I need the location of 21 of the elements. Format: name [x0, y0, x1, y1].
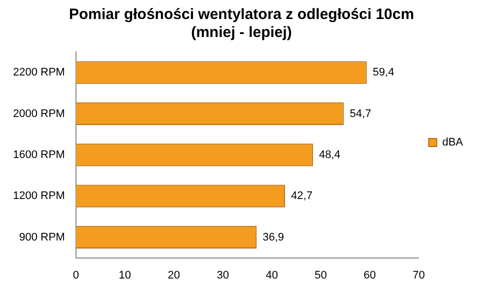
- x-tick-label: 20: [168, 269, 180, 282]
- data-label: 42,7: [291, 190, 312, 202]
- legend-label: dBA: [442, 136, 464, 149]
- y-tick-label: 1600 RPM: [12, 148, 65, 161]
- data-label: 48,4: [318, 148, 340, 161]
- x-tick-label: 10: [118, 269, 132, 282]
- x-tick-label: 60: [364, 269, 376, 282]
- x-tick-label: 30: [216, 269, 229, 282]
- x-tick-label: 0: [72, 269, 80, 282]
- data-label: 36,9: [262, 231, 284, 244]
- x-tick-label: 70: [412, 269, 425, 282]
- data-label: 59,4: [372, 66, 394, 79]
- y-tick-label: 2000 RPM: [12, 108, 65, 120]
- x-tick-label: 50: [314, 269, 327, 282]
- y-tick-label: 1200 RPM: [12, 190, 65, 202]
- chart-subtitle: (mniej - lepiej): [191, 24, 292, 42]
- x-tick-label: 40: [266, 269, 278, 282]
- y-tick-label: 2200 RPM: [12, 66, 65, 79]
- data-label: 54,7: [350, 108, 372, 120]
- y-tick-label: 900 RPM: [19, 231, 65, 244]
- chart-title: Pomiar głośności wentylatora z odległości 10cm: [68, 6, 414, 24]
